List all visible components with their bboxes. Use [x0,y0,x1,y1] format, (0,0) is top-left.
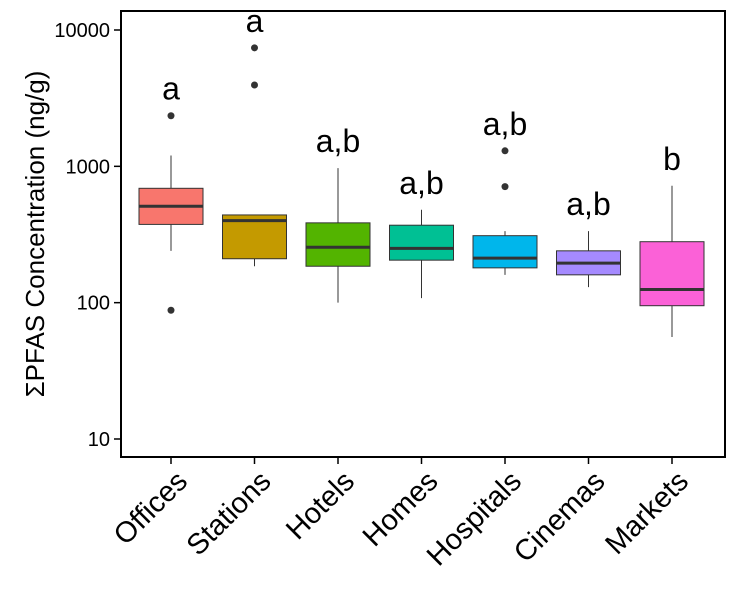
outlier-hospitals-0 [501,147,509,155]
significance-label-offices: a [162,71,180,107]
significance-label-homes: a,b [399,165,443,201]
box-offices [138,112,204,314]
significance-label-stations: a [246,3,264,39]
y-tick-label-10000: 10000 [54,20,110,42]
significance-label-cinemas: a,b [566,186,610,222]
box-stations [222,44,287,267]
outlier-stations-1 [251,81,258,89]
y-tick-label-10: 10 [88,429,110,451]
box-markets [639,185,705,337]
outlier-offices-1 [167,306,175,314]
box-hospitals [472,147,538,275]
box-rect-markets [639,241,705,307]
box-rect-hotels [305,222,371,267]
y-tick-label-1000: 1000 [66,156,111,178]
box-homes [389,209,454,299]
outlier-stations-0 [251,44,258,52]
y-axis-title: ΣPFAS Concentration (ng/g) [20,71,50,398]
y-tick-label-100: 100 [77,293,110,315]
x-tick-label-cinemas: Cinemas [508,465,612,569]
x-tick-label-markets: Markets [599,465,695,561]
box-cinemas [556,231,621,288]
box-rect-homes [389,224,454,261]
box-hotels [305,168,371,303]
box-rect-stations [222,214,287,260]
significance-label-hotels: a,b [316,123,360,159]
boxes-layer [138,44,705,337]
x-tick-label-hotels: Hotels [280,465,361,546]
significance-label-hospitals: a,b [483,106,527,142]
significance-labels: a a a,b a,b a,b a,b b [162,3,681,222]
outlier-hospitals-1 [501,183,509,191]
outlier-offices-0 [167,112,175,120]
significance-label-markets: b [663,141,681,177]
y-axis: 10 100 1000 10000 [54,20,121,451]
x-tick-label-stations: Stations [181,465,278,562]
box-rect-hospitals [472,235,538,269]
